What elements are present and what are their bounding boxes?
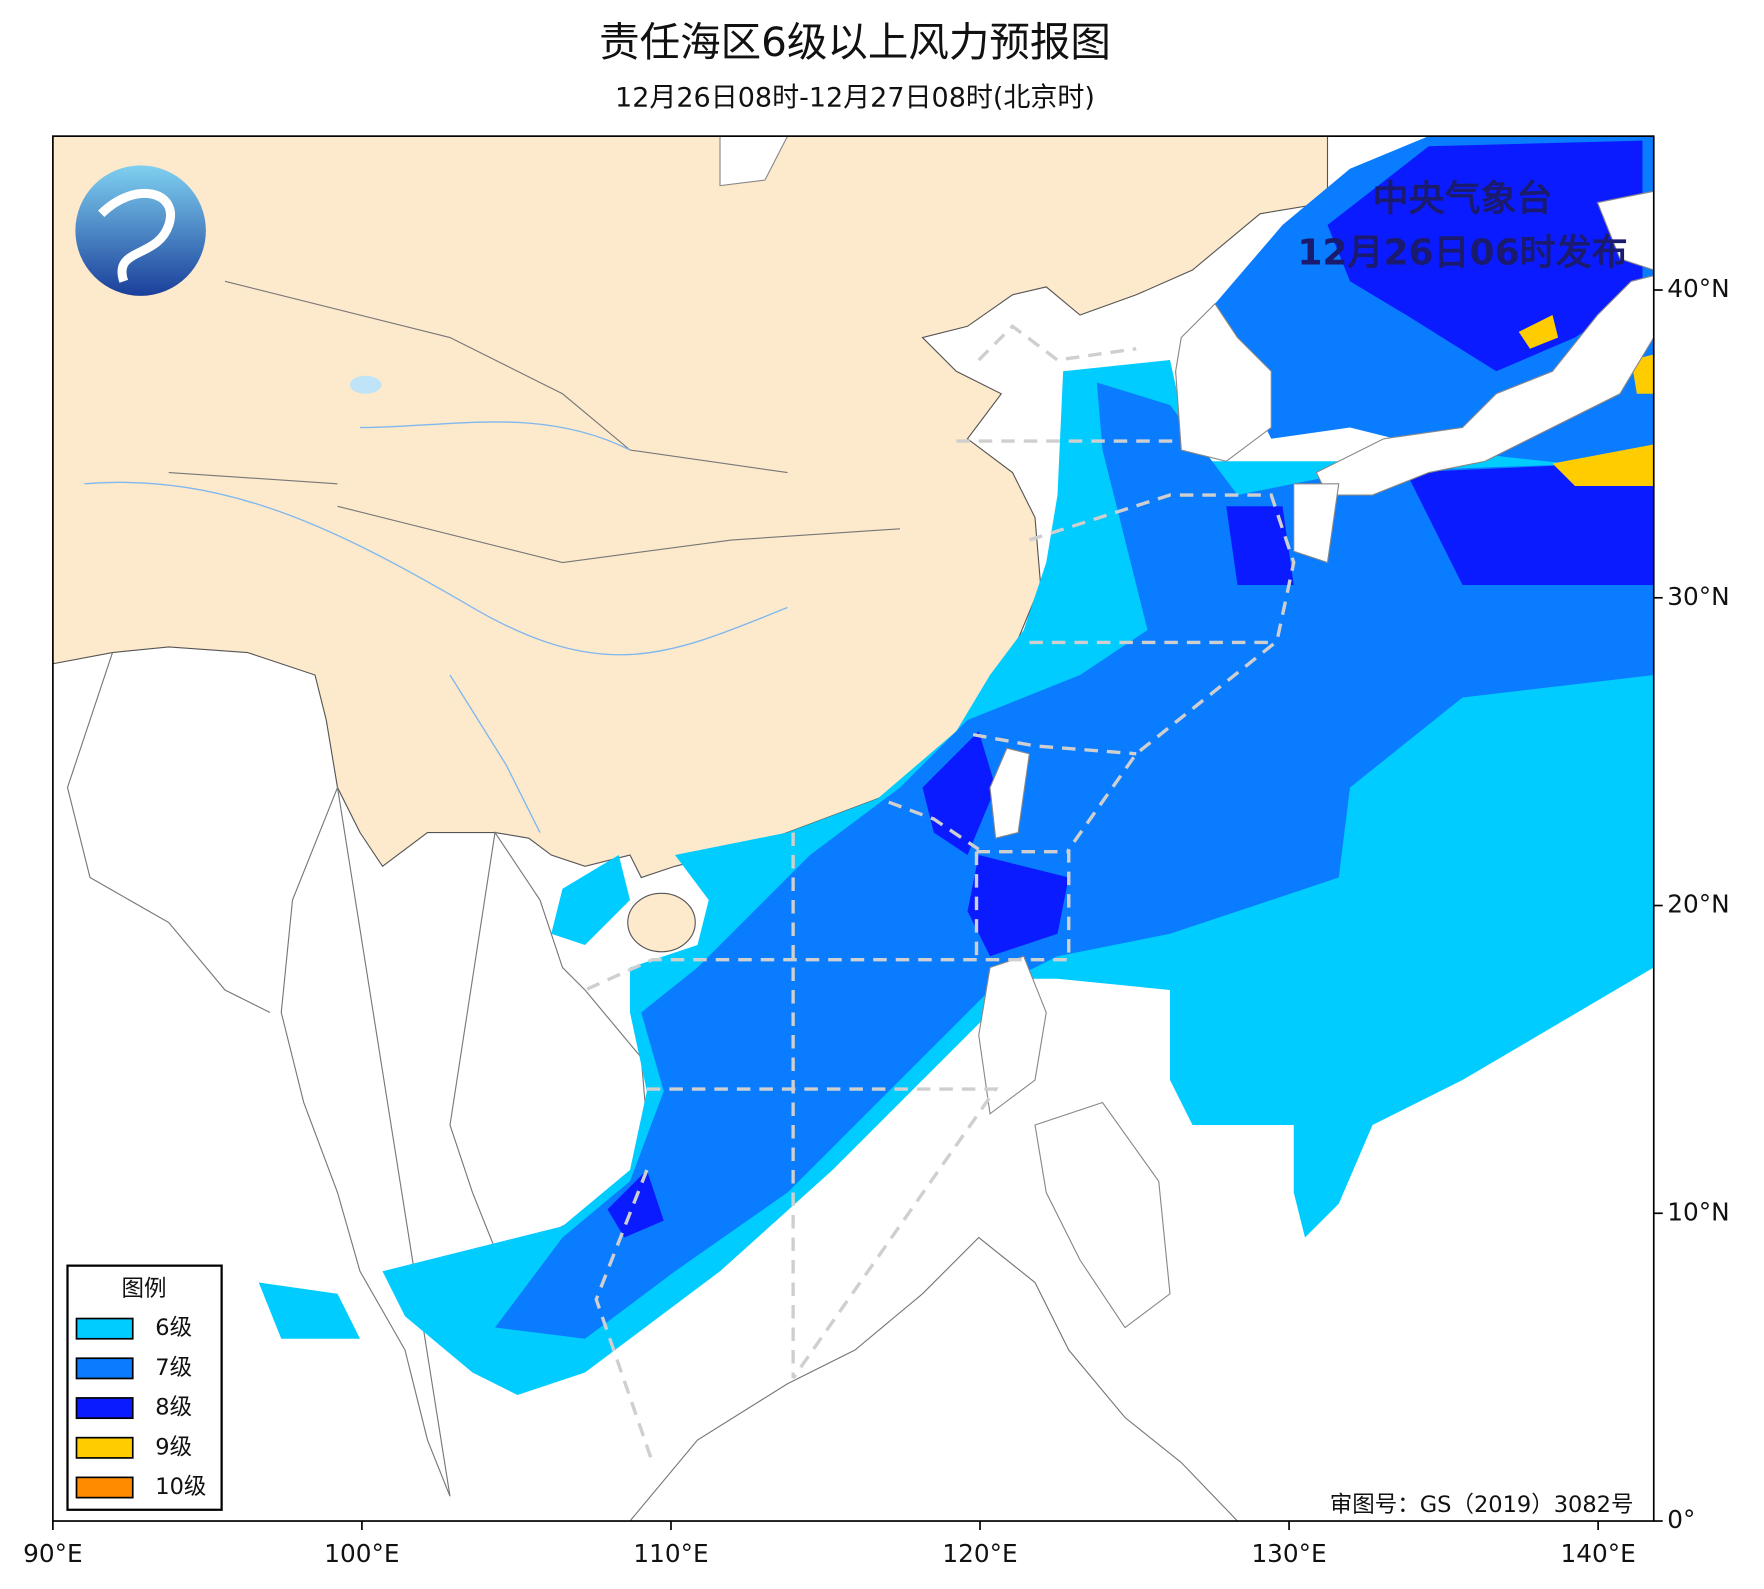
y-tick-label: 20°N	[1667, 890, 1729, 919]
title: 责任海区6级以上风力预报图	[599, 18, 1111, 66]
x-tick-label: 110°E	[633, 1539, 708, 1568]
legend-items: 6级 7级 8级 9级 10级	[75, 1315, 206, 1500]
y-tick-label: 40°N	[1667, 274, 1729, 303]
y-tick-label: 10°N	[1667, 1197, 1729, 1226]
legend-title: 图例	[121, 1276, 166, 1302]
issue-time: 12月26日06时发布	[1297, 232, 1627, 273]
issuer-name: 中央气象台	[1372, 178, 1552, 219]
x-tick-label: 130°E	[1251, 1539, 1326, 1568]
legend-swatch	[75, 1476, 134, 1499]
map-frame	[52, 135, 1655, 1522]
y-tick-label: 30°N	[1667, 582, 1729, 611]
legend-label: 8级	[155, 1395, 192, 1421]
legend-label: 6级	[155, 1315, 192, 1341]
legend-box	[66, 1264, 223, 1511]
x-tick-label: 90°E	[23, 1539, 83, 1568]
legend-swatch	[75, 1317, 134, 1340]
legend-label: 9级	[155, 1434, 192, 1460]
legend-swatch	[75, 1357, 134, 1380]
legend-label: 7级	[155, 1355, 192, 1381]
x-tick-label: 140°E	[1560, 1539, 1635, 1568]
map-area	[52, 136, 1654, 1522]
approval-number: 审图号：GS（2019）3082号	[1330, 1492, 1634, 1518]
x-tick-label: 120°E	[942, 1539, 1017, 1568]
legend-swatch	[75, 1436, 134, 1459]
x-tick-label: 100°E	[324, 1539, 399, 1568]
y-tick-label: 0°	[1667, 1505, 1695, 1534]
legend-label: 10级	[155, 1474, 206, 1500]
logo	[75, 165, 206, 296]
subtitle: 12月26日08时-12月27日08时(北京时)	[615, 83, 1095, 114]
axes: 90°E 100°E 110°E 120°E 130°E 140°E 0° 10°N 20°N 3…	[23, 274, 1730, 1568]
legend-swatch	[75, 1397, 134, 1420]
